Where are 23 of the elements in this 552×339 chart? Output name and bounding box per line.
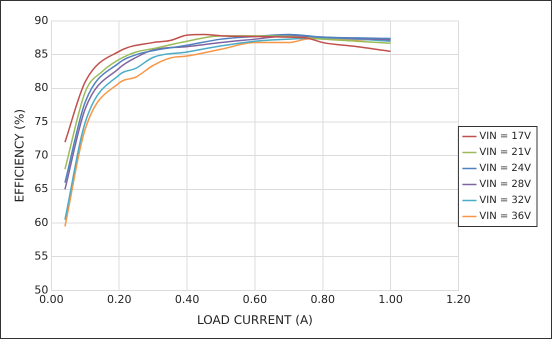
y-tick-label: 75 xyxy=(34,114,48,128)
y-tick-label: 85 xyxy=(34,48,48,61)
x-tick-label: 1.00 xyxy=(378,292,403,306)
line-series xyxy=(64,34,392,143)
legend-label: VIN = 21V xyxy=(479,147,532,158)
x-tick-label: 0.80 xyxy=(310,292,335,306)
legend-label: VIN = 32V xyxy=(479,195,532,206)
x-axis-title: LOAD CURRENT (A) xyxy=(196,312,313,327)
legend-label: VIN = 36V xyxy=(479,211,532,222)
y-tick-label: 70 xyxy=(34,148,48,162)
y-tick-label: 90 xyxy=(34,14,48,27)
x-tick-label: 0.60 xyxy=(242,292,268,306)
x-tick-label: 1.20 xyxy=(446,292,471,306)
legend-label: VIN = 17V xyxy=(479,131,532,142)
y-axis-title: EFFICIENCY (%) xyxy=(12,108,26,202)
legend-label: VIN = 28V xyxy=(479,179,532,190)
legend-label: VIN = 24V xyxy=(479,163,532,174)
y-tick-label: 65 xyxy=(34,182,48,196)
y-tick-label: 60 xyxy=(34,216,48,229)
x-tick-label: 0.40 xyxy=(174,292,200,306)
y-tick-label: 55 xyxy=(34,250,48,263)
y-tick-label: 80 xyxy=(34,81,48,94)
x-tick-label: 0.20 xyxy=(106,292,132,306)
